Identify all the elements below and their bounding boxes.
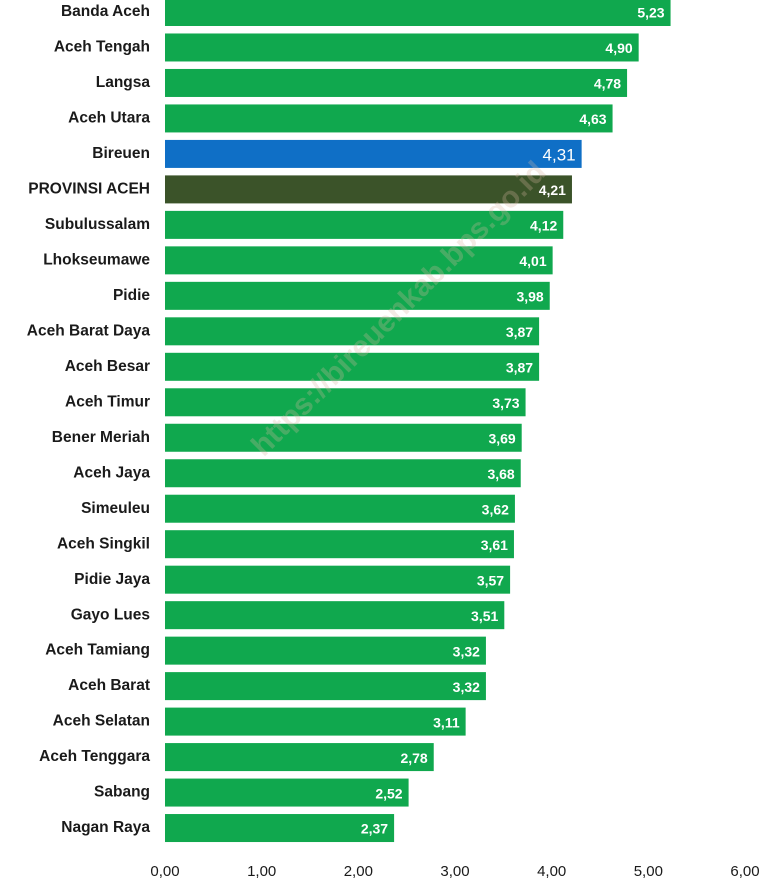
value-label: 3,87 xyxy=(506,360,533,376)
value-label: 3,87 xyxy=(506,324,533,340)
value-label: 2,52 xyxy=(375,785,402,801)
category-label: Banda Aceh xyxy=(61,3,150,20)
bar xyxy=(165,68,628,97)
value-label: 2,78 xyxy=(400,750,427,766)
value-label: 3,51 xyxy=(471,608,498,624)
bar xyxy=(165,565,511,594)
value-label: 3,57 xyxy=(477,572,504,588)
category-label: PROVINSI ACEH xyxy=(28,180,150,197)
category-label: Aceh Besar xyxy=(65,358,150,375)
category-label: Bireuen xyxy=(92,145,150,162)
value-label: 4,78 xyxy=(594,76,621,92)
value-label: 3,32 xyxy=(453,679,480,695)
value-label: 4,90 xyxy=(605,40,632,56)
value-label: 4,01 xyxy=(519,253,546,269)
x-tick-label: 6,00 xyxy=(730,863,759,880)
bar xyxy=(165,530,514,559)
category-label: Gayo Lues xyxy=(71,606,150,623)
category-label: Aceh Jaya xyxy=(73,464,150,481)
bar xyxy=(165,636,486,665)
category-label: Pidie Jaya xyxy=(74,571,150,588)
category-label: Sabang xyxy=(94,784,150,801)
value-label: 5,23 xyxy=(637,5,664,21)
x-tick-label: 2,00 xyxy=(344,863,373,880)
bar xyxy=(165,33,639,62)
category-label: Subulussalam xyxy=(45,216,150,233)
bar xyxy=(165,672,486,701)
category-label: Nagan Raya xyxy=(61,819,150,836)
bar xyxy=(165,317,540,346)
bar xyxy=(165,175,572,204)
bar xyxy=(165,104,613,133)
category-label: Pidie xyxy=(113,287,150,304)
value-label: 4,21 xyxy=(539,182,566,198)
category-label: Bener Meriah xyxy=(52,429,150,446)
value-label: 3,69 xyxy=(488,430,515,446)
category-label: Aceh Selatan xyxy=(53,713,150,730)
category-label: Simeuleu xyxy=(81,500,150,517)
value-label: 2,37 xyxy=(361,821,388,837)
value-label: 4,31 xyxy=(543,145,576,164)
value-label: 3,73 xyxy=(492,395,519,411)
value-label: 3,11 xyxy=(433,714,460,730)
category-label: Aceh Barat xyxy=(68,677,150,694)
value-label: 4,63 xyxy=(579,111,606,127)
category-label: Aceh Tamiang xyxy=(45,642,150,659)
category-label: Aceh Tengah xyxy=(54,39,150,56)
category-label: Aceh Tenggara xyxy=(39,748,150,765)
value-label: 3,62 xyxy=(482,501,509,517)
bar xyxy=(165,601,505,630)
bar xyxy=(165,814,395,843)
bar xyxy=(165,0,671,26)
value-label: 3,68 xyxy=(487,466,514,482)
x-tick-label: 0,00 xyxy=(150,863,179,880)
x-tick-label: 1,00 xyxy=(247,863,276,880)
category-label: Langsa xyxy=(96,74,151,91)
x-tick-label: 5,00 xyxy=(634,863,663,880)
value-label: 4,12 xyxy=(530,218,557,234)
category-label: Aceh Singkil xyxy=(57,535,150,552)
category-label: Aceh Barat Daya xyxy=(27,322,151,339)
x-tick-label: 4,00 xyxy=(537,863,566,880)
bar xyxy=(165,246,553,275)
x-tick-label: 3,00 xyxy=(440,863,469,880)
value-label: 3,61 xyxy=(481,537,508,553)
bar xyxy=(165,707,466,736)
bar xyxy=(165,743,434,772)
category-label: Aceh Utara xyxy=(68,110,150,127)
value-label: 3,98 xyxy=(516,289,543,305)
category-label: Lhokseumawe xyxy=(43,251,150,268)
category-label: Aceh Timur xyxy=(65,393,150,410)
bar xyxy=(165,388,526,417)
value-label: 3,32 xyxy=(453,643,480,659)
bar xyxy=(165,494,515,523)
bar xyxy=(165,352,540,381)
bar xyxy=(165,210,564,239)
bar xyxy=(165,778,409,807)
bar xyxy=(165,281,550,310)
bar xyxy=(165,423,522,452)
bar xyxy=(165,459,521,488)
bar xyxy=(165,139,582,168)
